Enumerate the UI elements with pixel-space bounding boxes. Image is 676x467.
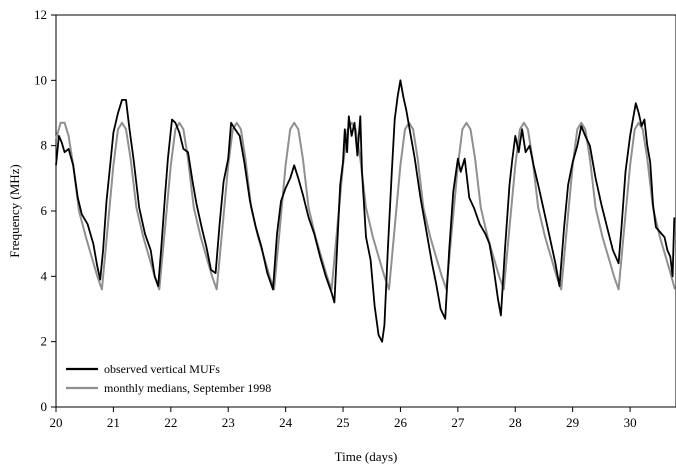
- y-tick-label: 0: [41, 399, 48, 414]
- series-line-observed: [55, 79, 676, 343]
- x-tick-label: 29: [566, 415, 579, 430]
- y-axis-label: Frequency (MHz): [7, 164, 22, 258]
- x-axis-label: Time (days): [335, 449, 398, 464]
- y-tick-label: 2: [41, 334, 48, 349]
- legend-label-observed: observed vertical MUFs: [104, 362, 220, 376]
- y-axis: 0 2 4 6 8 10 12: [34, 7, 56, 414]
- series-line-medians: [55, 121, 676, 291]
- x-tick-label: 26: [394, 415, 408, 430]
- x-tick-label: 27: [451, 415, 465, 430]
- x-tick-label: 21: [107, 415, 120, 430]
- x-tick-label: 30: [624, 415, 637, 430]
- x-axis: 20 21 22 23 24 25 26 27 28 29 30: [50, 407, 637, 430]
- x-tick-label: 25: [337, 415, 350, 430]
- y-tick-label: 8: [41, 138, 48, 153]
- x-tick-label: 22: [164, 415, 177, 430]
- x-tick-label: 20: [50, 415, 63, 430]
- x-tick-label: 23: [222, 415, 235, 430]
- y-tick-label: 6: [41, 203, 48, 218]
- y-tick-label: 4: [41, 268, 48, 283]
- legend-label-medians: monthly medians, September 1998: [104, 381, 271, 395]
- y-tick-label: 12: [34, 7, 47, 22]
- y-tick-label: 10: [34, 72, 47, 87]
- series-layer: [55, 79, 676, 343]
- x-tick-label: 24: [279, 415, 293, 430]
- x-tick-label: 28: [509, 415, 522, 430]
- legend: observed vertical MUFs monthly medians, …: [66, 362, 271, 395]
